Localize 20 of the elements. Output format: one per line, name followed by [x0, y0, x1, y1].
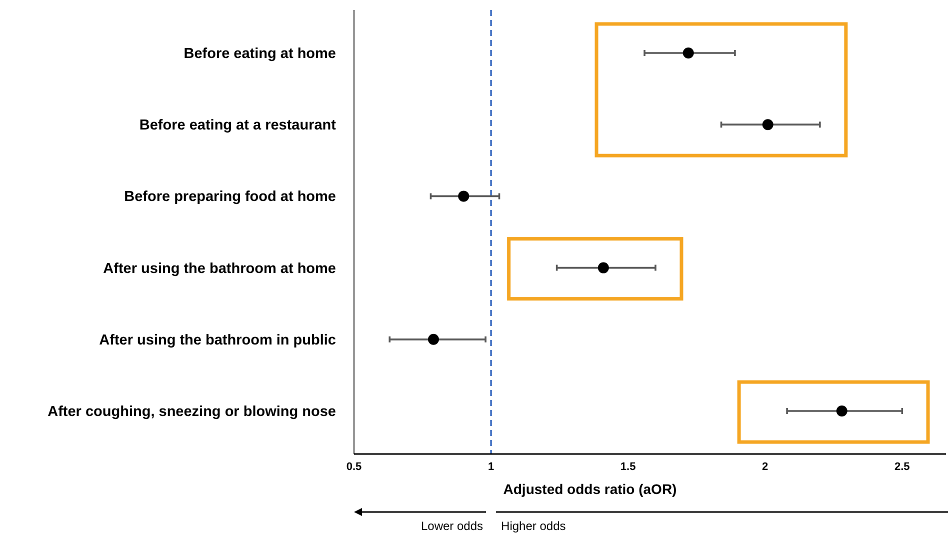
point: [428, 334, 439, 345]
x-tick-label: 2: [762, 461, 768, 473]
text: Higher odds: [501, 519, 566, 533]
point: [762, 119, 774, 130]
x-tick-label: 1: [488, 461, 494, 473]
x-tick-label: 0.5: [346, 461, 362, 473]
y-tick-label: Before preparing food at home: [124, 189, 336, 206]
point: [836, 406, 848, 417]
x-tick-label: 1.5: [620, 461, 636, 473]
x-axis-title: Adjusted odds ratio (aOR): [503, 481, 677, 497]
y-tick-label: After using the bathroom in public: [99, 332, 336, 348]
point: [682, 47, 694, 58]
x-tick-label: 2.5: [894, 461, 910, 473]
y-tick-label: After using the bathroom at home: [103, 260, 336, 277]
y-tick-label: Before eating at home: [184, 46, 336, 62]
point: [458, 190, 470, 202]
point: [598, 262, 609, 274]
y-tick-label: After coughing, sneezing or blowing nose: [48, 404, 336, 420]
text: Lower odds: [420, 519, 484, 533]
y-tick-label: Before eating at a restaurant: [139, 118, 336, 134]
